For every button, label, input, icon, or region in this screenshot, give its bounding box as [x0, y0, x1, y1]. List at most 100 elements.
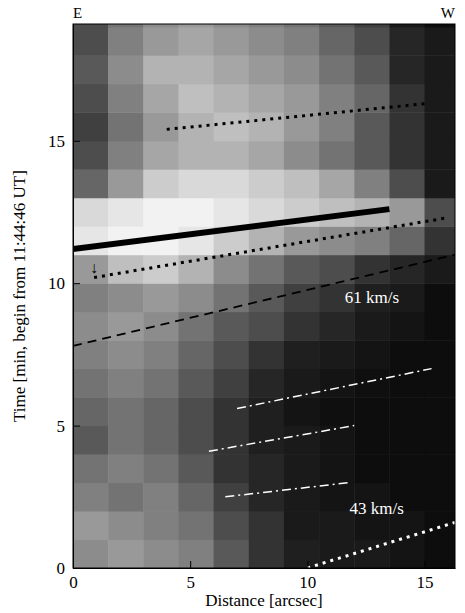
heatmap-cell [143, 340, 179, 369]
heatmap-cell [425, 55, 455, 84]
heatmap-cell [214, 112, 250, 141]
heatmap-cell [108, 426, 144, 455]
heatmap-cell [108, 397, 144, 426]
heatmap-cell [178, 511, 214, 540]
heatmap-cell [319, 84, 355, 113]
heatmap-cell [354, 24, 390, 27]
heatmap-cell [425, 169, 455, 198]
heatmap-cell [143, 55, 179, 84]
heatmap-cell [73, 369, 109, 398]
heatmap-cell [214, 369, 250, 398]
heatmap-cell [108, 141, 144, 170]
heatmap-cell [143, 27, 179, 56]
heatmap-cell [389, 112, 425, 141]
heatmap-cell [354, 55, 390, 84]
heatmap-cell [143, 312, 179, 341]
heatmap-cell [249, 169, 285, 198]
heatmap-cell [249, 540, 285, 568]
heatmap-cell [425, 27, 455, 56]
heatmap-cell [73, 483, 109, 512]
heatmap-cell [143, 24, 179, 27]
heatmap-cell [108, 27, 144, 56]
heatmap-cell [425, 369, 455, 398]
heatmap-cell [319, 24, 355, 27]
heatmap-cell [284, 226, 320, 255]
heatmap-cell [214, 84, 250, 113]
heatmap-cell [354, 169, 390, 198]
heatmap-cell [354, 141, 390, 170]
heatmap-cell [178, 454, 214, 483]
heatmap-cell [143, 369, 179, 398]
heatmap-cell [178, 169, 214, 198]
heatmap-cell [389, 84, 425, 113]
heatmap-cell [284, 397, 320, 426]
heatmap-cell [108, 198, 144, 227]
heatmap-cell [319, 55, 355, 84]
heatmap-cell [284, 312, 320, 341]
heatmap-cell [389, 454, 425, 483]
heatmap-cell [108, 283, 144, 312]
heatmap-cell [143, 255, 179, 284]
heatmap-cell [178, 426, 214, 455]
heatmap-cell [354, 112, 390, 141]
heatmap-cell [178, 27, 214, 56]
heatmap-cell [425, 226, 455, 255]
heatmap-cell [389, 141, 425, 170]
heatmap-cell [178, 340, 214, 369]
heatmap-cell [108, 84, 144, 113]
heatmap-cell [319, 112, 355, 141]
heatmap-cell [284, 426, 320, 455]
heatmap-cell [284, 169, 320, 198]
heatmap-cell [319, 255, 355, 284]
heatmap-cell [425, 511, 455, 540]
heatmap-cell [249, 55, 285, 84]
heatmap-cell [389, 312, 425, 341]
heatmap-cell [249, 112, 285, 141]
heatmap-cell [178, 283, 214, 312]
heatmap-cell [319, 27, 355, 56]
heatmap-cell [108, 24, 144, 27]
heatmap-cell [108, 55, 144, 84]
plot-frame [73, 24, 455, 568]
heatmap-cell [214, 55, 250, 84]
x-axis-title: Distance [arcsec] [205, 591, 323, 610]
heatmap-cell [73, 511, 109, 540]
heatmap-cell [249, 426, 285, 455]
heatmap-cell [178, 369, 214, 398]
heatmap-cell [354, 369, 390, 398]
heatmap-cell [249, 27, 285, 56]
x-tick-mark [425, 561, 426, 568]
heatmap-cell [214, 312, 250, 341]
heatmap-cell [73, 169, 109, 198]
x-tick-label: 0 [69, 573, 78, 592]
heatmap-cell [178, 483, 214, 512]
heatmap-cell [425, 141, 455, 170]
heatmap-cell [319, 397, 355, 426]
heatmap-cell [354, 397, 390, 426]
y-tick-mark [73, 568, 80, 569]
heatmap-cell [214, 255, 250, 284]
y-tick-mark [73, 141, 80, 142]
x-tick: 5 [186, 561, 195, 592]
heatmap-cell [73, 198, 109, 227]
line [237, 369, 432, 409]
heatmap-cell [284, 84, 320, 113]
heatmap-cell [143, 169, 179, 198]
heatmap-cell [143, 141, 179, 170]
heatmap-cell [108, 255, 144, 284]
heatmap-cell [284, 24, 320, 27]
heatmap-cell [249, 255, 285, 284]
heatmap-cell [214, 397, 250, 426]
heatmap-cell [389, 397, 425, 426]
heatmap-cell [178, 198, 214, 227]
heatmap-cell [249, 283, 285, 312]
heatmap-cell [284, 454, 320, 483]
heatmap-cell [389, 169, 425, 198]
line [307, 522, 455, 568]
heatmap-cell [73, 27, 109, 56]
plot-area [73, 24, 455, 568]
heatmap-cell [178, 540, 214, 568]
heatmap-cell [73, 55, 109, 84]
heatmap-cell [284, 141, 320, 170]
heatmap-cell [354, 312, 390, 341]
